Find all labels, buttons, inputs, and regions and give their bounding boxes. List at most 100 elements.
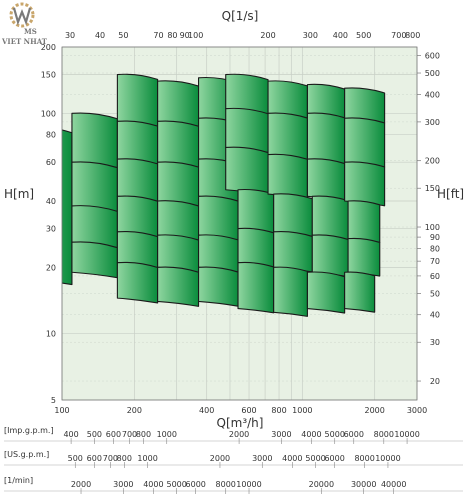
top-tick-label: 40 bbox=[95, 31, 105, 40]
pump-range-29 bbox=[237, 261, 275, 314]
y-tick-label: 200 bbox=[41, 43, 56, 52]
extra-scale-title: [Imp.g.p.m.] bbox=[4, 426, 54, 435]
pump-range-17 bbox=[157, 266, 200, 307]
pump-range-4 bbox=[71, 205, 118, 249]
x-minor-tick-label: 800 bbox=[271, 406, 286, 415]
right-tick-label: 40 bbox=[430, 311, 440, 320]
right-tick-label: 600 bbox=[425, 52, 440, 61]
extra-scale-tick-label: 800 bbox=[136, 430, 151, 439]
pump-range-37 bbox=[306, 112, 346, 165]
pump-range-5 bbox=[71, 241, 118, 279]
pump-range-46 bbox=[347, 237, 381, 277]
extra-scale-tick-label: 1000 bbox=[157, 430, 177, 439]
extra-scale-tick-label: 600 bbox=[106, 430, 121, 439]
extra-scale-title: [US.g.p.m.] bbox=[4, 450, 49, 459]
pump-range-34 bbox=[273, 231, 313, 273]
extra-scale-tick-label: 6000 bbox=[186, 480, 206, 489]
x-tick-label: 600 bbox=[241, 406, 256, 415]
top-tick-label: 800 bbox=[405, 31, 420, 40]
pump-range-32 bbox=[267, 153, 308, 200]
top-tick-label: 100 bbox=[188, 31, 203, 40]
extra-scale-tick-label: 700 bbox=[103, 454, 118, 463]
top-tick-label: 50 bbox=[118, 31, 128, 40]
right-tick-label: 60 bbox=[430, 272, 440, 281]
extra-scale-tick-label: 3000 bbox=[113, 480, 133, 489]
pump-range-3 bbox=[71, 161, 118, 212]
pump-range-6 bbox=[116, 73, 159, 127]
extra-scale-tick-label: 500 bbox=[68, 454, 83, 463]
extra-scale-tick-label: 5000 bbox=[166, 480, 186, 489]
pump-range-14 bbox=[157, 161, 200, 207]
extra-scale-tick-label: 4000 bbox=[143, 480, 163, 489]
y-tick-label: 150 bbox=[41, 71, 56, 80]
y-tick-label: 10 bbox=[46, 330, 56, 339]
pump-range-13 bbox=[157, 120, 200, 168]
pump-range-43 bbox=[344, 117, 386, 168]
pump-range-30 bbox=[267, 80, 308, 119]
extra-scale-tick-label: 10000 bbox=[375, 454, 400, 463]
right-tick-label: 300 bbox=[425, 118, 440, 127]
right-tick-label: 100 bbox=[425, 223, 440, 232]
right-tick-label: 150 bbox=[425, 184, 440, 193]
extra-scale-tick-label: 3000 bbox=[252, 454, 272, 463]
extra-scale-title: [1/min] bbox=[4, 476, 33, 485]
extra-scale-tick-label: 8000 bbox=[374, 430, 394, 439]
right-tick-label: 80 bbox=[430, 244, 440, 253]
pump-range-7 bbox=[116, 120, 159, 165]
extra-scale-tick-label: 400 bbox=[63, 430, 78, 439]
extra-scale-tick-label: 6000 bbox=[344, 430, 364, 439]
x-tick-label: 400 bbox=[199, 406, 214, 415]
top-tick-label: 80 bbox=[167, 31, 177, 40]
top-tick-label: 30 bbox=[65, 31, 75, 40]
extra-scale-tick-label: 8000 bbox=[354, 454, 374, 463]
y-tick-label: 60 bbox=[46, 158, 56, 167]
logo-w-icon bbox=[12, 7, 32, 26]
pump-range-11 bbox=[116, 261, 159, 304]
top-tick-label: 200 bbox=[260, 31, 275, 40]
pump-range-23 bbox=[198, 266, 239, 307]
y-tick-label: 30 bbox=[46, 225, 56, 234]
x-tick-label: 3000 bbox=[407, 406, 427, 415]
y-tick-label: 20 bbox=[46, 263, 56, 272]
extra-scale-tick-label: 4000 bbox=[301, 430, 321, 439]
right-tick-label: 90 bbox=[430, 233, 440, 242]
right-tick-label: 400 bbox=[425, 90, 440, 99]
x-tick-label: 1000 bbox=[292, 406, 312, 415]
pump-range-38 bbox=[306, 158, 346, 202]
extra-scale-tick-label: 2000 bbox=[229, 430, 249, 439]
pump-range-15 bbox=[157, 200, 200, 241]
right-tick-label: 50 bbox=[430, 289, 440, 298]
extra-scale-tick-label: 2000 bbox=[210, 454, 230, 463]
extra-scale-tick-label: 3000 bbox=[271, 430, 291, 439]
pump-ranges bbox=[62, 73, 386, 317]
x-axis-ticks: 100 200 400 600 1000 2000 3000 bbox=[54, 406, 427, 415]
plot-frame bbox=[61, 46, 418, 401]
extra-scale-tick-label: 800 bbox=[117, 454, 132, 463]
logo-gear-icon bbox=[9, 2, 35, 28]
right-axis-title: H[ft] bbox=[437, 187, 464, 201]
extra-scale-tick-label: 6000 bbox=[324, 454, 344, 463]
x-tick-label: 100 bbox=[54, 406, 69, 415]
pump-range-39 bbox=[311, 195, 349, 240]
right-tick-label: 20 bbox=[430, 377, 440, 386]
pump-range-8 bbox=[116, 158, 159, 202]
top-tick-label: 500 bbox=[356, 31, 371, 40]
pump-range-12 bbox=[157, 80, 200, 127]
extra-scale-tick-label: 4000 bbox=[282, 454, 302, 463]
pump-range-27 bbox=[237, 188, 275, 234]
extra-scale-tick-label: 5000 bbox=[305, 454, 325, 463]
right-tick-label: 500 bbox=[425, 69, 440, 78]
extra-scale-tick-label: 1000 bbox=[137, 454, 157, 463]
top-tick-label: 70 bbox=[153, 31, 163, 40]
y-axis-ticks: 5 10 20 30 40 60 80 100 150 200 bbox=[41, 43, 56, 405]
pump-range-44 bbox=[344, 161, 386, 207]
pump-range-9 bbox=[116, 195, 159, 238]
pump-range-22 bbox=[198, 234, 239, 273]
x-axis-minor-ticks: 800 bbox=[271, 406, 286, 415]
top-tick-label: 400 bbox=[333, 31, 348, 40]
pump-range-24 bbox=[225, 73, 269, 115]
y-tick-label: 40 bbox=[46, 197, 56, 206]
